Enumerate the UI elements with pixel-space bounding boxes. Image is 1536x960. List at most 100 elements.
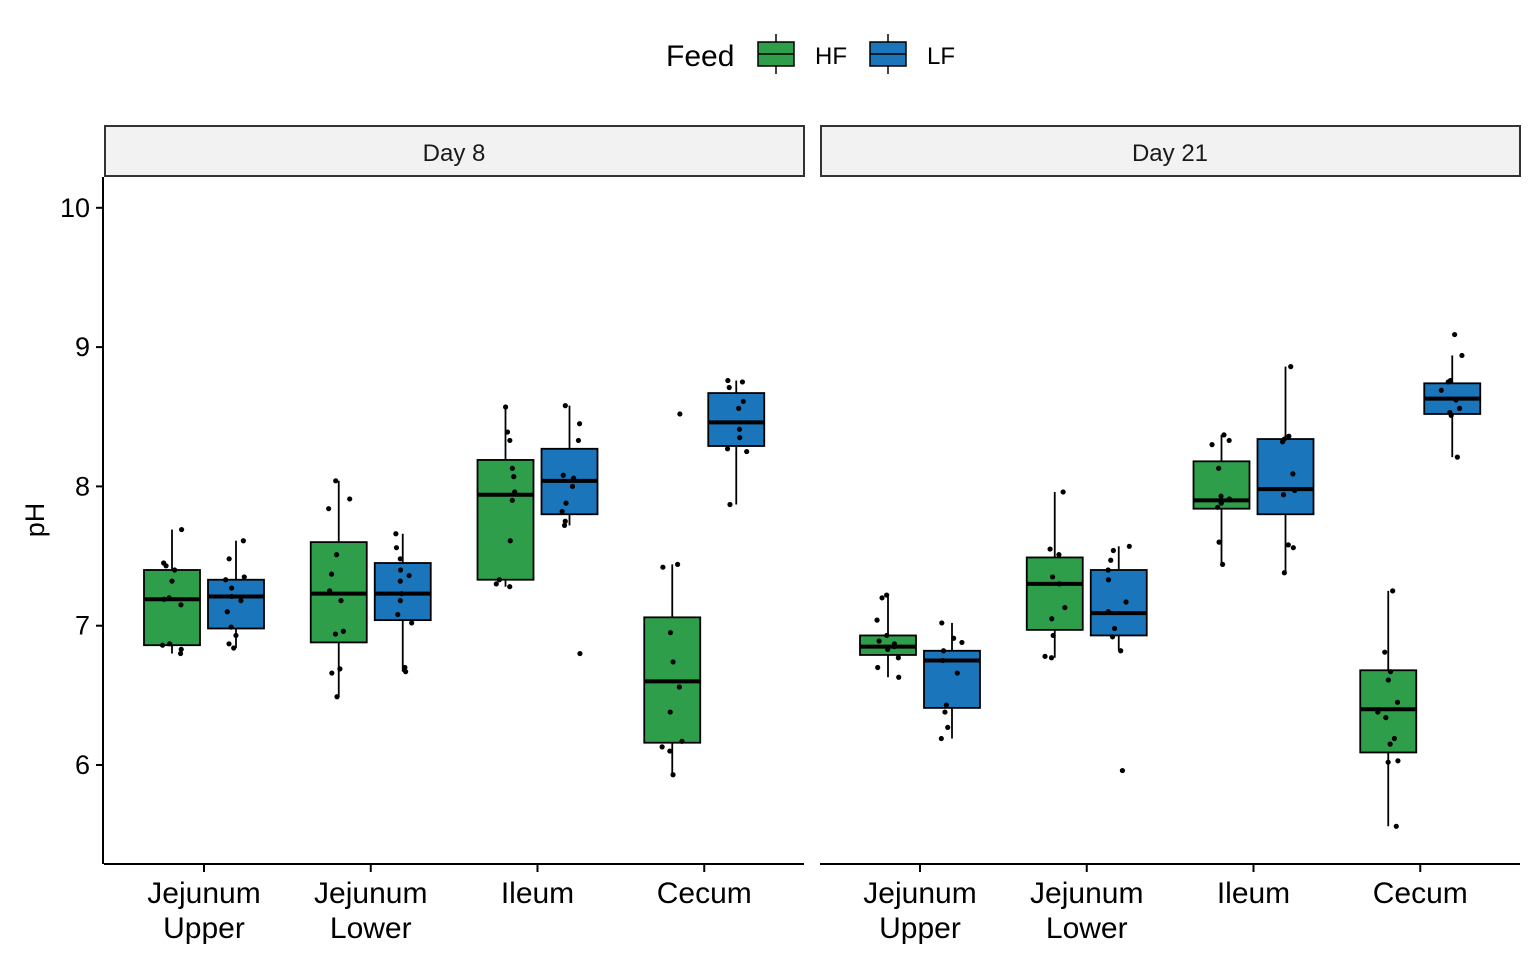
data-point: [161, 596, 167, 602]
data-point: [178, 646, 184, 652]
box-body: [1256, 438, 1315, 516]
data-point: [496, 577, 502, 583]
data-point: [167, 641, 173, 647]
box-lf: [1256, 364, 1315, 576]
data-point: [1226, 496, 1232, 502]
box-hf: [1192, 432, 1251, 568]
data-point: [1393, 823, 1399, 829]
data-point: [670, 659, 676, 665]
box-body: [207, 578, 265, 630]
box-hf: [643, 411, 702, 778]
data-point: [502, 404, 509, 410]
data-point: [338, 598, 344, 604]
data-point: [884, 592, 890, 598]
data-point: [1215, 504, 1221, 510]
data-point: [1452, 331, 1458, 338]
data-point: [736, 405, 742, 411]
data-point: [670, 772, 676, 778]
data-point: [739, 379, 746, 385]
facet-panel-1: Day 8 Jejunum Upper Jejunum Lower Ileum Cecum: [104, 125, 805, 945]
data-point: [329, 670, 335, 676]
data-point: [677, 411, 683, 417]
data-point: [559, 508, 565, 515]
box-body: [1359, 669, 1418, 754]
x-tick-label: Cecum: [657, 877, 752, 910]
legend-label-lf: LF: [927, 43, 955, 70]
data-point: [397, 578, 403, 584]
data-point: [507, 437, 513, 444]
facet-strip: [820, 125, 1521, 177]
box-lf: [373, 531, 432, 675]
data-point: [575, 437, 582, 444]
data-point: [667, 630, 674, 636]
data-point: [561, 522, 568, 529]
data-point: [724, 446, 731, 452]
data-point: [1062, 604, 1068, 611]
x-tick-label: Ileum: [501, 877, 574, 910]
box-body: [1089, 569, 1148, 637]
data-point: [1126, 543, 1132, 549]
data-point: [1281, 436, 1287, 442]
data-point: [406, 572, 412, 579]
data-point: [507, 584, 513, 590]
data-point: [1454, 454, 1460, 460]
x-tick-label: Jejunum Upper: [147, 877, 260, 945]
data-point: [334, 694, 340, 700]
data-point: [161, 560, 167, 566]
x-tick-label: Jejunum Upper: [863, 877, 976, 945]
data-point: [226, 556, 232, 562]
data-point: [940, 657, 946, 664]
data-point: [226, 641, 232, 647]
data-point: [1285, 542, 1291, 548]
y-tick-label: 6: [75, 750, 90, 780]
data-point: [326, 506, 332, 512]
x-tick-label: Jejunum Lower: [314, 877, 427, 945]
data-point: [1395, 758, 1401, 764]
data-point: [1387, 669, 1394, 675]
data-point: [241, 574, 247, 580]
data-point: [1056, 552, 1062, 558]
data-point: [1226, 437, 1232, 444]
data-point: [938, 735, 944, 742]
data-point: [1438, 387, 1444, 393]
data-point: [876, 638, 882, 644]
y-tick-label: 10: [60, 193, 90, 223]
data-point: [340, 628, 346, 634]
data-point: [1218, 493, 1224, 499]
y-tick-label: 7: [75, 611, 90, 641]
data-point: [1447, 409, 1453, 416]
data-point: [874, 617, 880, 623]
data-point: [959, 639, 965, 646]
data-point: [571, 475, 577, 481]
box-lf: [707, 377, 766, 508]
data-point: [1221, 432, 1227, 438]
data-point: [1105, 567, 1111, 573]
data-point: [347, 496, 353, 502]
data-point: [1050, 632, 1056, 639]
box-lf: [207, 538, 265, 651]
data-point: [725, 377, 731, 384]
data-point: [1385, 677, 1391, 683]
box-lf: [923, 620, 981, 742]
data-point: [1216, 539, 1222, 545]
x-tick-label: Ileum: [1217, 877, 1290, 910]
data-point: [1218, 500, 1224, 506]
data-point: [1447, 377, 1454, 384]
data-point: [679, 738, 685, 744]
data-point: [178, 526, 185, 533]
legend-title: Feed: [666, 40, 734, 73]
data-point: [1047, 546, 1053, 552]
y-axis: 6 7 8 9 10: [60, 177, 104, 864]
data-point: [1220, 561, 1226, 568]
data-point: [1453, 397, 1459, 403]
box-hf: [1025, 489, 1084, 661]
data-point: [337, 666, 343, 672]
box-hf: [476, 404, 535, 590]
box-lf: [1089, 543, 1148, 774]
data-point: [726, 384, 732, 391]
data-point: [1385, 759, 1391, 765]
data-point: [943, 702, 950, 708]
data-point: [879, 595, 885, 601]
data-point: [884, 632, 890, 639]
y-tick-label: 8: [75, 471, 90, 501]
